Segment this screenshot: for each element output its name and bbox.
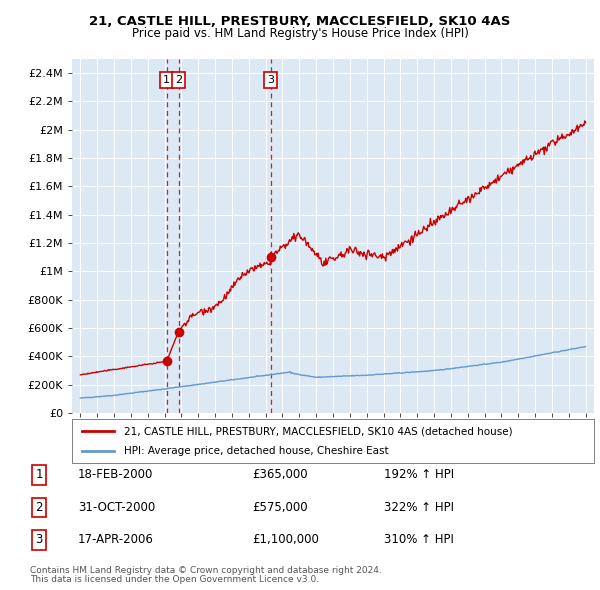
Text: 17-APR-2006: 17-APR-2006: [78, 533, 154, 546]
Text: 1: 1: [163, 76, 170, 85]
Text: Contains HM Land Registry data © Crown copyright and database right 2024.: Contains HM Land Registry data © Crown c…: [30, 566, 382, 575]
Text: This data is licensed under the Open Government Licence v3.0.: This data is licensed under the Open Gov…: [30, 575, 319, 585]
Text: £1,100,000: £1,100,000: [252, 533, 319, 546]
Text: £575,000: £575,000: [252, 501, 308, 514]
Text: 2: 2: [35, 501, 43, 514]
Text: 322% ↑ HPI: 322% ↑ HPI: [384, 501, 454, 514]
Text: 18-FEB-2000: 18-FEB-2000: [78, 468, 154, 481]
Text: 3: 3: [267, 76, 274, 85]
Text: 2: 2: [175, 76, 182, 85]
Text: 192% ↑ HPI: 192% ↑ HPI: [384, 468, 454, 481]
Text: £365,000: £365,000: [252, 468, 308, 481]
Text: 31-OCT-2000: 31-OCT-2000: [78, 501, 155, 514]
Text: HPI: Average price, detached house, Cheshire East: HPI: Average price, detached house, Ches…: [124, 446, 389, 455]
Text: 3: 3: [35, 533, 43, 546]
Text: 1: 1: [35, 468, 43, 481]
Text: Price paid vs. HM Land Registry's House Price Index (HPI): Price paid vs. HM Land Registry's House …: [131, 27, 469, 40]
Text: 310% ↑ HPI: 310% ↑ HPI: [384, 533, 454, 546]
Text: 21, CASTLE HILL, PRESTBURY, MACCLESFIELD, SK10 4AS: 21, CASTLE HILL, PRESTBURY, MACCLESFIELD…: [89, 15, 511, 28]
Text: 21, CASTLE HILL, PRESTBURY, MACCLESFIELD, SK10 4AS (detached house): 21, CASTLE HILL, PRESTBURY, MACCLESFIELD…: [124, 427, 513, 436]
